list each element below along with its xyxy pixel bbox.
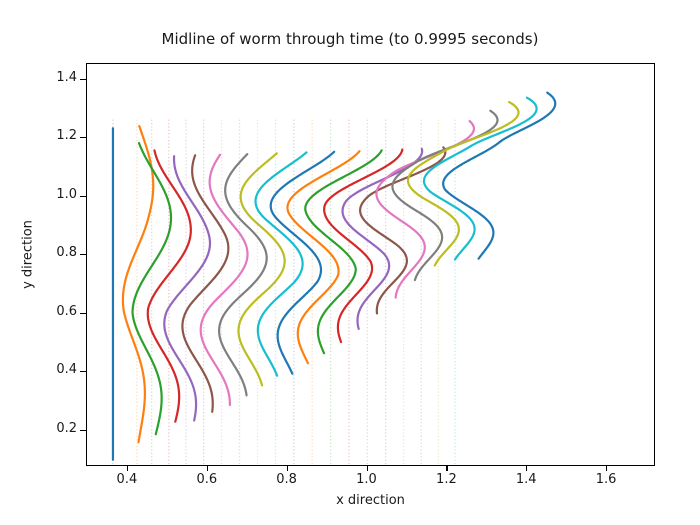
midline-curve	[254, 151, 308, 377]
y-tick-label: 0.6	[56, 303, 77, 319]
x-tick-mark	[446, 465, 448, 471]
y-tick-label: 1.2	[56, 128, 77, 144]
midline-curve	[218, 153, 268, 397]
y-axis-label: y direction	[20, 220, 36, 289]
chart-title: Midline of worm through time (to 0.9995 …	[161, 30, 539, 48]
y-tick-label: 0.2	[56, 420, 77, 436]
x-tick-mark	[126, 465, 129, 471]
x-tick-label: 1.2	[436, 472, 457, 487]
midline-curve	[163, 155, 212, 422]
x-tick-mark	[206, 465, 208, 471]
plot-area	[87, 64, 654, 465]
y-tick-label: 0.4	[56, 362, 77, 378]
midline-curve	[181, 154, 230, 413]
x-tick-label: 1.6	[595, 472, 617, 487]
x-tick-mark	[286, 465, 288, 471]
x-tick-label: 1.0	[356, 472, 377, 487]
midline-curve	[269, 150, 336, 375]
y-tick-label: 0.8	[56, 245, 77, 261]
y-tick-mark	[80, 312, 86, 314]
y-tick-label: 1.4	[56, 69, 77, 85]
x-tick-label: 0.8	[276, 472, 297, 487]
midline-curve	[359, 146, 447, 315]
axis-spine-bottom	[86, 464, 655, 466]
midline-curve	[286, 150, 361, 365]
y-tick-mark	[80, 195, 86, 197]
midline-curve	[304, 149, 383, 355]
y-tick-mark	[80, 137, 86, 139]
worm-midline-curves-group	[111, 91, 557, 461]
midline-curve	[131, 141, 173, 436]
midline-curve	[442, 91, 557, 260]
x-tick-mark	[366, 465, 368, 471]
y-tick-label: 1.0	[56, 186, 77, 202]
x-tick-label: 0.4	[116, 472, 138, 487]
plot-svg	[111, 91, 557, 465]
x-tick-mark	[606, 465, 608, 471]
y-tick-mark	[80, 78, 86, 80]
midline-curve	[146, 149, 192, 423]
midline-curve	[237, 152, 286, 387]
axis-spine-left	[86, 63, 88, 466]
axis-spine-right	[653, 63, 655, 466]
x-tick-mark	[526, 465, 528, 471]
midline-curve	[422, 96, 538, 261]
x-tick-label: 0.6	[196, 472, 218, 487]
y-tick-mark	[80, 371, 86, 373]
y-axis-label-wrap: y direction	[0, 0, 36, 289]
axis-spine-top	[86, 63, 655, 65]
y-tick-mark	[80, 254, 86, 256]
midline-curve	[199, 153, 249, 407]
x-tick-label: 1.4	[515, 472, 537, 487]
x-axis-label: x direction	[336, 493, 405, 508]
midline-curve	[323, 148, 404, 344]
y-tick-mark	[80, 429, 86, 432]
midline-curve	[406, 100, 520, 267]
midline-curve	[121, 124, 155, 444]
